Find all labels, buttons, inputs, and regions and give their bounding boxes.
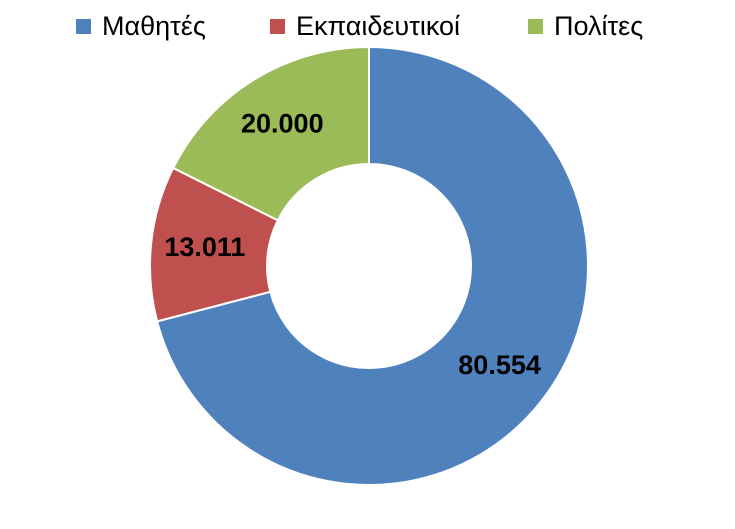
legend-swatch <box>270 19 285 34</box>
donut-slice <box>155 45 589 486</box>
legend-label: Εκπαιδευτικοί <box>296 11 460 41</box>
legend-label: Μαθητές <box>102 11 206 41</box>
legend-label: Πολίτες <box>554 11 643 41</box>
value-label: 80.554 <box>458 350 541 380</box>
donut-slice <box>171 45 370 222</box>
legend-swatch <box>528 19 543 34</box>
value-label: 13.011 <box>164 232 245 262</box>
legend-swatch <box>76 19 91 34</box>
value-label: 20.000 <box>241 109 324 139</box>
